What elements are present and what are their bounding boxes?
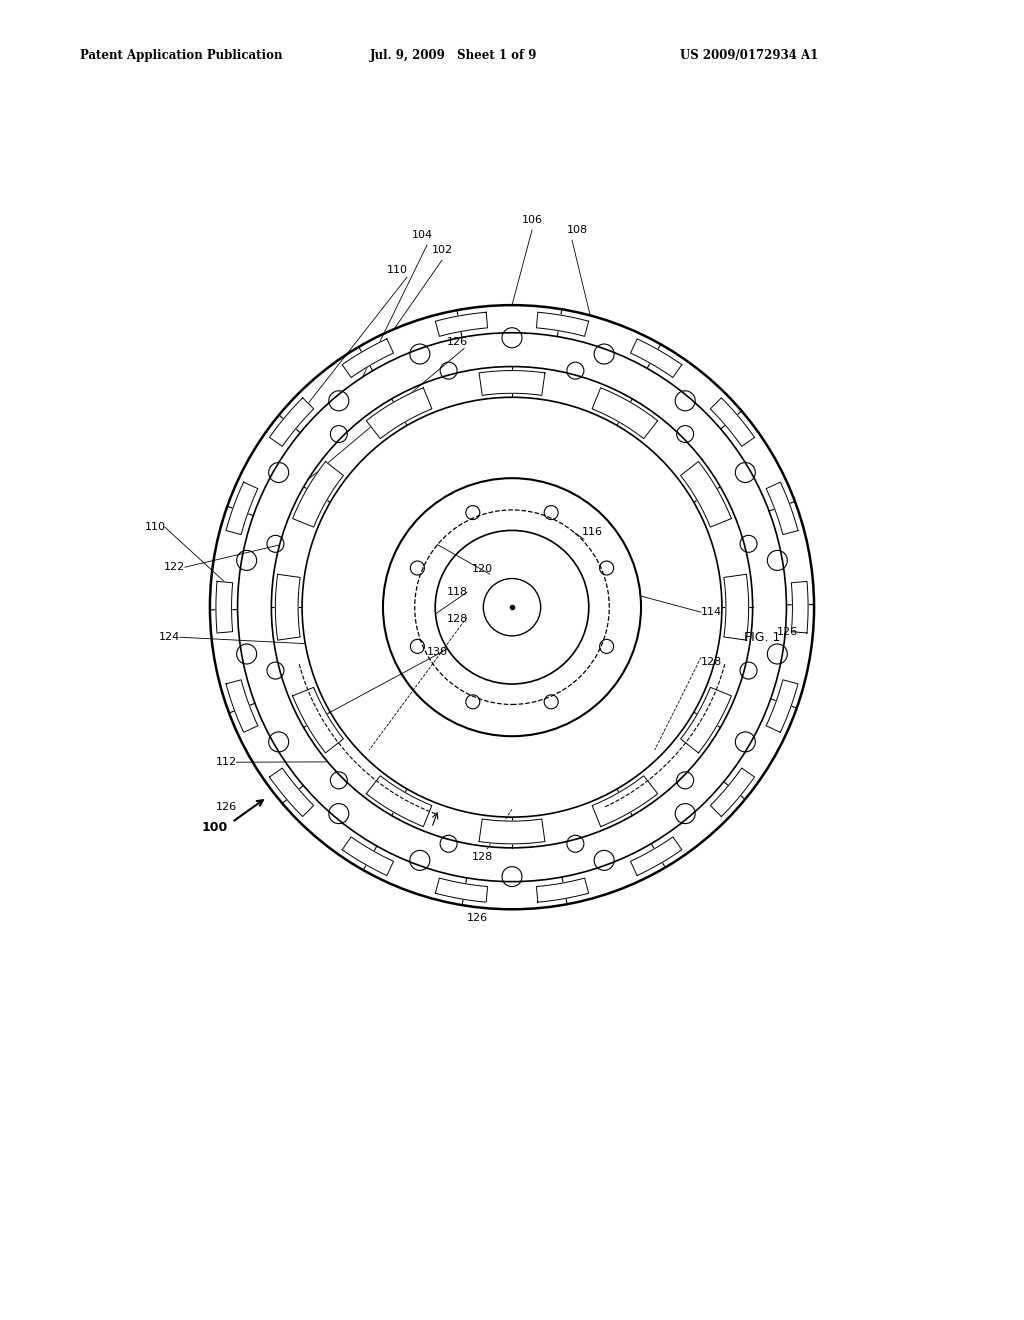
Text: 116: 116 (582, 527, 602, 537)
Text: 128: 128 (700, 657, 722, 667)
Polygon shape (766, 482, 798, 535)
Text: 130: 130 (427, 647, 447, 657)
Polygon shape (479, 818, 545, 843)
Text: 128: 128 (471, 853, 493, 862)
Polygon shape (226, 680, 258, 733)
Polygon shape (226, 482, 258, 535)
Text: 126: 126 (777, 627, 798, 638)
Text: 126: 126 (446, 337, 468, 347)
Text: 108: 108 (566, 226, 588, 235)
Polygon shape (435, 878, 487, 902)
Polygon shape (479, 371, 545, 396)
Text: 112: 112 (216, 758, 237, 767)
Polygon shape (293, 462, 343, 527)
Polygon shape (342, 339, 393, 378)
Text: 120: 120 (471, 564, 493, 574)
Polygon shape (275, 574, 300, 640)
Text: 126: 126 (216, 803, 237, 812)
Text: 118: 118 (446, 587, 468, 597)
Polygon shape (367, 776, 432, 826)
Polygon shape (631, 837, 682, 875)
Text: 110: 110 (386, 265, 408, 275)
Text: 104: 104 (412, 230, 432, 240)
Polygon shape (792, 581, 808, 634)
Polygon shape (724, 574, 749, 640)
Text: 106: 106 (521, 215, 543, 226)
Text: 102: 102 (431, 246, 453, 255)
Polygon shape (537, 878, 589, 902)
Text: 128: 128 (446, 614, 468, 624)
Text: 110: 110 (144, 523, 166, 532)
Text: 124: 124 (160, 632, 180, 643)
Polygon shape (269, 768, 313, 817)
Text: Patent Application Publication: Patent Application Publication (80, 49, 283, 62)
Polygon shape (681, 688, 731, 752)
Polygon shape (435, 313, 487, 337)
Text: 100: 100 (202, 821, 228, 834)
Polygon shape (269, 397, 313, 446)
Polygon shape (766, 680, 798, 733)
Polygon shape (342, 837, 393, 875)
Polygon shape (592, 776, 657, 826)
Text: FIG. 1: FIG. 1 (743, 631, 780, 644)
Polygon shape (711, 768, 755, 817)
Polygon shape (367, 388, 432, 438)
Polygon shape (216, 581, 232, 634)
Polygon shape (293, 688, 343, 752)
Text: 114: 114 (700, 607, 722, 618)
Polygon shape (711, 397, 755, 446)
Text: Jul. 9, 2009   Sheet 1 of 9: Jul. 9, 2009 Sheet 1 of 9 (370, 49, 538, 62)
Text: 122: 122 (164, 562, 185, 572)
Text: 126: 126 (467, 913, 487, 923)
Text: US 2009/0172934 A1: US 2009/0172934 A1 (680, 49, 818, 62)
Polygon shape (592, 388, 657, 438)
Polygon shape (537, 313, 589, 337)
Polygon shape (681, 462, 731, 527)
Polygon shape (631, 339, 682, 378)
